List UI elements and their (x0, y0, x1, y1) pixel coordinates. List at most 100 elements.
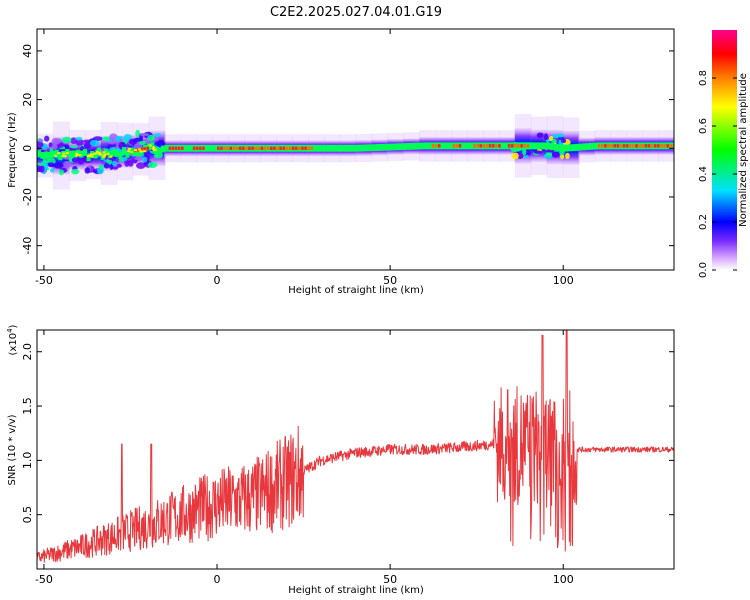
spectrogram-peak-cell (635, 144, 638, 148)
spectrogram-peak-cell (520, 144, 523, 148)
spectrogram-ridge-cell (47, 151, 52, 159)
spectrogram-peak-cell (133, 149, 137, 152)
spectrogram-peak-cell (476, 144, 479, 148)
spectrogram-peak-cell (248, 146, 251, 150)
spectrogram-noise-blob (37, 162, 41, 166)
spectrogram-noise-blob (138, 140, 147, 145)
spectrogram-ridge-cell (68, 150, 73, 158)
spectrogram-noise-blob (38, 138, 44, 143)
spectrogram-peak-cell (235, 146, 239, 150)
spectrogram-peak-cell (607, 144, 610, 148)
spectrogram-ridge-cell (114, 149, 119, 157)
snr-x-tick-label: 100 (553, 573, 574, 586)
spectrogram-ridge-cell (528, 142, 533, 150)
spectrogram-noise-blob (135, 129, 141, 138)
spectrogram-ridge-cell (330, 144, 335, 152)
spectrogram-peak-cell (146, 146, 149, 151)
spectrogram-peak-cell (597, 144, 601, 148)
spectrogram-noise-blob (552, 151, 560, 158)
spectrogram-peak-cell (495, 144, 498, 148)
spectrogram-peak-cell (139, 150, 143, 153)
spectrogram-peak-cell (103, 153, 107, 156)
spectrogram-peak-cell (498, 144, 501, 148)
snr-frame (36, 329, 675, 570)
spectrogram-ridge-cell (412, 142, 417, 150)
spectrogram-noise-blob (533, 150, 543, 154)
spectrogram-noise-blob (133, 156, 144, 161)
spectrogram-peak-cell (260, 146, 264, 150)
spectrogram-peak-cell (232, 146, 236, 150)
spectrogram-ridge-cell (589, 142, 594, 150)
spectrogram-peak-cell (660, 144, 663, 148)
spectrogram-y-tick-label: 0 (21, 145, 34, 152)
spectrogram-x-tick-label: 100 (553, 274, 574, 287)
spectrogram-ridge-cell (83, 149, 88, 156)
spectrogram-noise-blob (543, 133, 549, 140)
spectrogram-ridge-cell (571, 144, 576, 151)
spectrogram-peak-cell (304, 146, 307, 150)
spectrogram-ridge-cell (468, 142, 473, 150)
spectrogram-ridge-cell (373, 144, 378, 152)
spectrogram-noise-blob (46, 162, 55, 167)
spectrogram-noise-blob (107, 144, 117, 148)
spectrogram-x-label: Height of straight line (km) (288, 285, 424, 296)
spectrogram-peak-cell (92, 153, 96, 156)
snr-x-tick-label: 50 (383, 573, 397, 586)
spectrogram-peak-cell (628, 144, 632, 148)
spectrogram-ridge-cell (136, 149, 141, 157)
spectrogram-noise-blob (561, 138, 567, 144)
spectrogram-peak-cell (195, 146, 199, 150)
spectrogram-noise-blob (124, 159, 130, 167)
spectrogram-ridge-cell (274, 144, 279, 152)
spectrogram-peak-cell (482, 144, 486, 148)
spectrogram-peak-cell (106, 152, 110, 155)
spectrogram-peak-cell (485, 144, 489, 148)
spectrogram-peak-cell (650, 144, 654, 148)
figure-title: C2E2.2025.027.04.01.G19 (270, 5, 442, 20)
colorbar: 0.0 0.2 0.4 0.6 0.8 Normalized spectral ampl… (698, 30, 749, 278)
spectrogram-peak-cell (75, 152, 79, 155)
spectrogram-ridge-cell (408, 142, 413, 150)
spectrogram-ridge-cell (447, 142, 452, 150)
spectrogram-ridge-cell (334, 144, 339, 152)
spectrogram-peak-cell (78, 154, 82, 157)
spectrogram-peak-cell (241, 146, 245, 150)
spectrogram-ridge-cell (58, 153, 63, 161)
spectrogram-ridge-cell (401, 143, 406, 151)
spectrogram-noise-blob (121, 156, 128, 162)
spectrogram-peak-cell (625, 144, 629, 148)
spectrogram-peak-cell (99, 153, 103, 156)
spectrogram-peak-cell (298, 146, 301, 150)
spectrogram-ridge-cell (369, 144, 374, 152)
spectrogram-ridge-cell (121, 147, 126, 154)
spectrogram-peak-cell (90, 155, 94, 158)
spectrogram-noise-blob (82, 139, 92, 143)
spectrogram-ridge-cell (440, 142, 445, 150)
spectrogram-peak-cell (87, 154, 91, 157)
spectrogram-peak-cell (517, 144, 520, 148)
snr-multiplier: (x104) (6, 324, 19, 355)
spectrogram-peak-cell (291, 146, 295, 150)
spectrogram-peak-cell (458, 144, 462, 148)
snr-y-tick-label: 1.0 (21, 452, 34, 470)
spectrogram-ridge-cell (313, 144, 318, 152)
spectrogram-noise-blob (141, 156, 148, 163)
spectrogram-ridge-cell (543, 142, 548, 150)
spectrogram-y-tick-label: -40 (21, 237, 34, 255)
spectrogram-peak-cell (310, 146, 314, 150)
spectrogram-ridge-cell (245, 144, 250, 152)
spectrogram-peak-cell (510, 144, 514, 148)
spectrogram-peak-cell (94, 152, 98, 155)
spectrogram-ridge-cell (574, 143, 579, 151)
spectrogram-peak-cell (63, 155, 67, 158)
spectrogram-ridge-cell (79, 150, 84, 158)
spectrogram-noise-blob (84, 167, 91, 174)
spectrogram-peak-cell (307, 146, 310, 150)
spectrogram-noise-blob (103, 163, 110, 169)
spectrogram-peak-cell (431, 144, 435, 148)
spectrogram-peak-cell (669, 144, 673, 148)
spectrogram-peak-cell (143, 147, 146, 151)
spectrogram-ridge-cell (550, 143, 555, 151)
spectrogram-ridge-cell (376, 144, 381, 151)
